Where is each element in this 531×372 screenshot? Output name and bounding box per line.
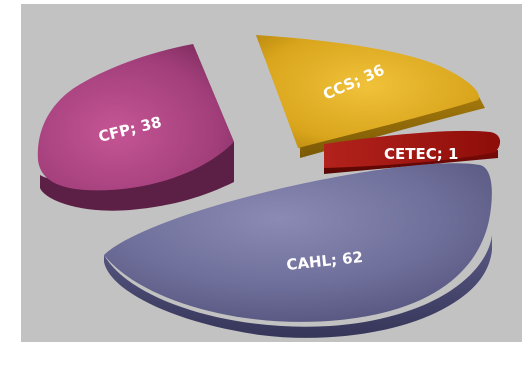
slice-cfp bbox=[37, 44, 234, 211]
slice-cetec bbox=[324, 130, 501, 174]
label-cetec: CETEC; 1 bbox=[384, 145, 458, 163]
slice-cfp-top bbox=[37, 44, 234, 191]
slice-cahl-top bbox=[104, 163, 492, 322]
slice-cahl bbox=[104, 163, 492, 338]
slice-ccs-top bbox=[256, 35, 480, 148]
slice-cetec-top bbox=[324, 130, 501, 168]
slice-cfp-bottom bbox=[40, 142, 234, 211]
